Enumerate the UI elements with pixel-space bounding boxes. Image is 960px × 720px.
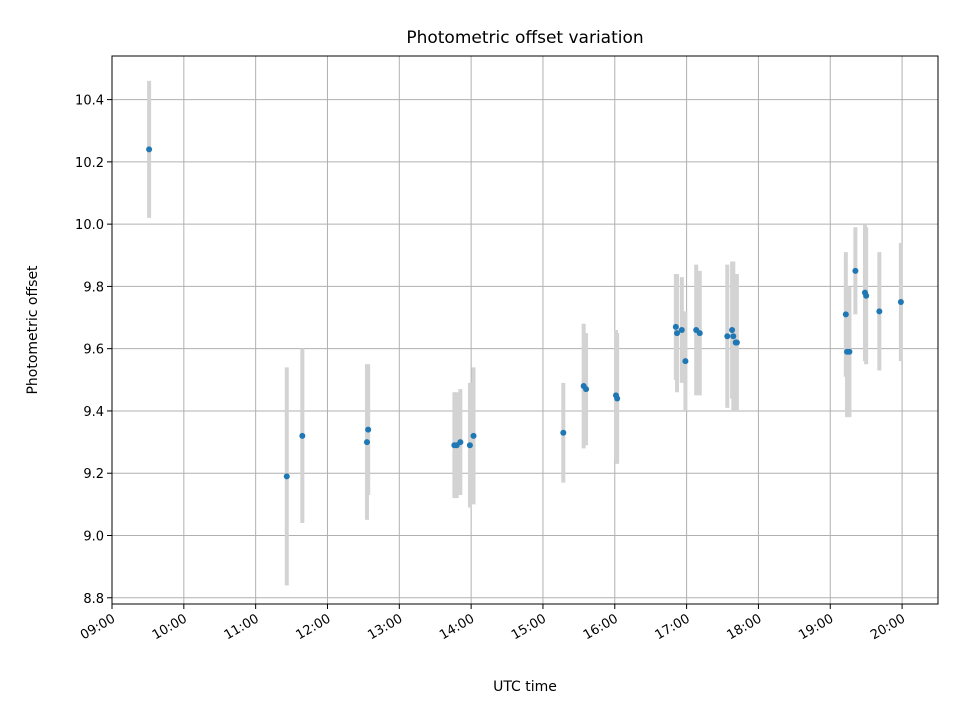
data-point: [674, 330, 681, 337]
x-axis-label: UTC time: [493, 679, 557, 695]
data-point: [470, 432, 477, 439]
data-point: [365, 426, 372, 433]
data-point: [846, 348, 853, 355]
y-tick-label: 9.4: [83, 405, 104, 420]
data-point: [842, 311, 849, 318]
y-tick-label: 10.4: [75, 94, 104, 109]
y-tick-label: 9.8: [83, 280, 104, 295]
data-point: [146, 146, 153, 153]
x-tick-label: 14:00: [437, 611, 477, 643]
x-tick-label: 18:00: [724, 611, 764, 643]
data-point: [457, 439, 464, 446]
data-point: [672, 323, 679, 330]
data-point: [299, 432, 306, 439]
x-tick-label: 09:00: [78, 611, 118, 643]
y-tick-label: 8.8: [83, 592, 104, 607]
x-tick-label: 17:00: [653, 611, 693, 643]
y-axis-label: Photometric offset: [25, 265, 41, 395]
data-point: [682, 358, 689, 365]
y-tick-label: 10.0: [75, 218, 104, 233]
grid: [111, 56, 938, 604]
x-tick-label: 19:00: [796, 611, 836, 643]
y-axis-ticks: 8.8 9.0 9.2 9.4 9.6 9.8 10.0 10.2 10.4: [75, 94, 112, 607]
data-point: [614, 395, 621, 402]
data-point: [724, 333, 731, 340]
x-tick-label: 13:00: [365, 611, 405, 643]
x-tick-label: 12:00: [294, 611, 334, 643]
data-point: [729, 327, 736, 333]
data-point: [733, 339, 740, 346]
y-tick-label: 9.2: [83, 467, 104, 482]
data-point: [863, 292, 870, 299]
data-point: [876, 308, 883, 315]
y-tick-label: 10.2: [75, 156, 104, 171]
y-tick-label: 9.6: [83, 343, 104, 358]
data-point: [583, 386, 590, 393]
plot-frame: [111, 55, 939, 605]
x-axis-ticks: 09:00 10:00 11:00 12:00 13:00 14:00 15:00 16:00…: [78, 604, 908, 643]
x-tick-label: 10:00: [150, 611, 190, 643]
chart-title: Photometric offset variation: [406, 28, 643, 48]
plot-background: [112, 56, 938, 604]
data-point: [696, 330, 703, 337]
x-tick-label: 15:00: [509, 611, 549, 643]
data-point: [852, 267, 859, 274]
data-point: [897, 298, 904, 305]
x-tick-label: 16:00: [581, 611, 621, 643]
data-point: [678, 327, 685, 333]
data-point: [730, 333, 737, 340]
data-point: [283, 473, 290, 480]
data-point: [363, 439, 370, 446]
data-point: [560, 429, 567, 436]
x-tick-label: 20:00: [868, 611, 908, 643]
x-tick-label: 11:00: [222, 611, 262, 643]
data-point: [466, 442, 473, 449]
y-tick-label: 9.0: [83, 530, 104, 545]
data-points: [146, 146, 904, 480]
